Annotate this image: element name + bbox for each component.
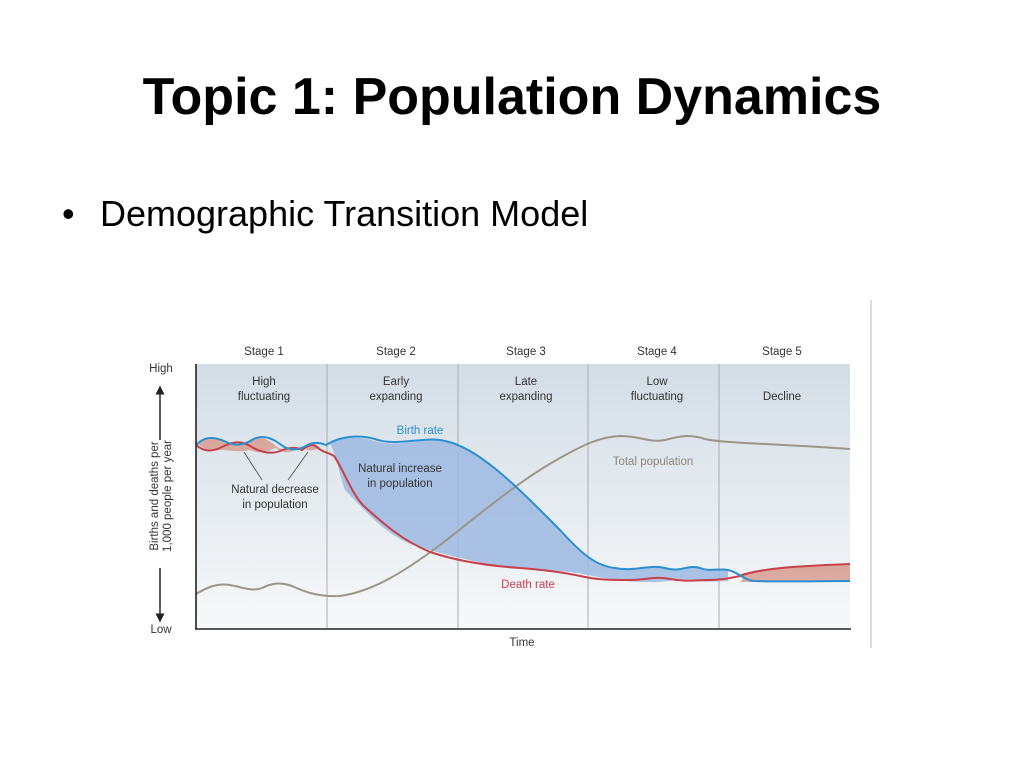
y-axis-title-line1: Births and deaths per <box>149 441 161 550</box>
stage-3-name: Stage 3 <box>506 346 546 358</box>
bullet-marker: • <box>62 193 75 234</box>
stage-3-desc-line1: Late <box>515 376 537 388</box>
natural-decrease-leaders <box>243 451 309 481</box>
stage-1-name: Stage 1 <box>244 346 284 358</box>
y-low-label: Low <box>150 624 172 636</box>
diagram-svg: High Low Births and deaths per 1,000 peo… <box>149 300 872 649</box>
stage-4-name: Stage 4 <box>637 346 677 358</box>
stage-2-desc-line1: Early <box>383 376 409 388</box>
bullet-item: • Demographic Transition Model <box>62 190 588 238</box>
leader-line-1 <box>243 451 263 481</box>
stage-4-desc-line2: fluctuating <box>631 391 683 403</box>
leader-line-2 <box>287 451 309 481</box>
stage-1-desc-line2: fluctuating <box>238 391 290 403</box>
total-population-label: Total population <box>613 456 694 468</box>
stage-1-desc-line1: High <box>252 376 276 388</box>
slide-title: Topic 1: Population Dynamics <box>142 68 882 126</box>
natural-decrease-label-line2: in population <box>242 499 307 511</box>
rate-lines <box>195 434 851 598</box>
birth-rate-label: Birth rate <box>397 425 444 437</box>
y-high-label: High <box>149 363 173 375</box>
natural-decrease-label-line1: Natural decrease <box>231 484 319 496</box>
stage-5-name: Stage 5 <box>762 346 802 358</box>
bullet-text: Demographic Transition Model <box>100 193 589 234</box>
natural-increase-fill <box>330 437 728 582</box>
natural-increase-label-line2: in population <box>367 478 432 490</box>
diagram-labels: High Low Births and deaths per 1,000 peo… <box>149 346 802 649</box>
stage-2-name: Stage 2 <box>376 346 416 358</box>
total-population-line <box>195 434 851 598</box>
natural-increase-label-line1: Natural increase <box>358 463 442 475</box>
stage-3-desc-line2: expanding <box>499 391 552 403</box>
death-rate-line <box>195 441 851 582</box>
birth-rate-line <box>195 435 851 583</box>
stage-5-desc-line1: Decline <box>763 391 801 403</box>
x-axis-title: Time <box>509 637 534 649</box>
stage-2-desc-line2: expanding <box>369 391 422 403</box>
stage-4-desc-line1: Low <box>646 376 668 388</box>
death-rate-label: Death rate <box>501 579 555 591</box>
demographic-transition-diagram: High Low Births and deaths per 1,000 peo… <box>140 300 880 652</box>
line-labels: Birth rate Death rate Total population <box>397 425 694 591</box>
y-axis-title-line2: 1,000 people per year <box>162 440 174 552</box>
